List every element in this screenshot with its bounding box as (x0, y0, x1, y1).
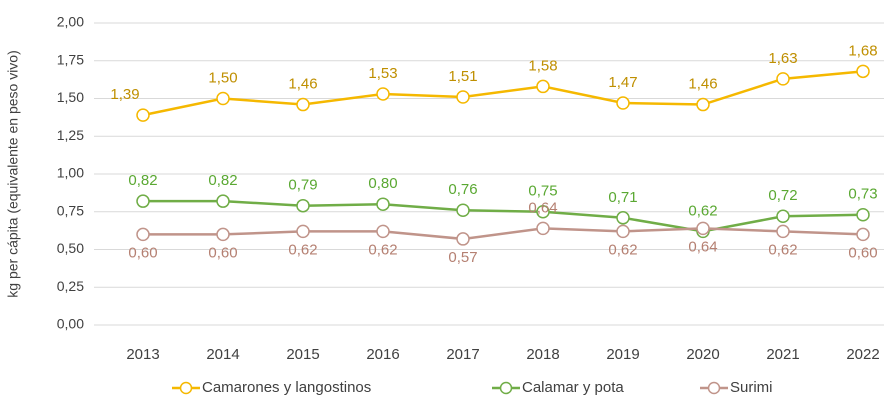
marker (856, 64, 870, 79)
x-tick-label: 2018 (526, 346, 559, 363)
data-label: 0,62 (288, 241, 317, 258)
series-line (142, 70, 864, 117)
y-tick-label: 0,50 (57, 240, 84, 256)
data-label: 0,79 (288, 177, 317, 194)
y-tick-label: 1,25 (57, 127, 84, 143)
data-label: 0,71 (608, 189, 637, 206)
data-label: 0,82 (128, 172, 157, 189)
marker (616, 224, 630, 239)
marker (136, 194, 150, 208)
series-line (143, 227, 864, 241)
marker (776, 72, 790, 86)
data-label: 0,60 (208, 244, 237, 261)
data-label: 0,80 (368, 175, 397, 192)
data-label: 0,60 (128, 244, 157, 261)
y-tick-label: 1,00 (57, 165, 84, 181)
marker (536, 221, 550, 236)
marker (296, 97, 310, 112)
y-tick-label: 1,50 (57, 89, 84, 105)
marker (216, 227, 230, 242)
data-label: 0,62 (688, 202, 717, 219)
legend-label: Calamar y pota (522, 379, 624, 396)
data-label: 0,64 (688, 238, 717, 255)
marker (216, 194, 230, 208)
marker (536, 79, 550, 94)
marker (776, 224, 790, 239)
x-tick-label: 2019 (606, 346, 639, 363)
x-tick-label: 2014 (206, 346, 239, 363)
marker (536, 205, 550, 219)
y-axis-label: kg per cápita (equivalente en peso vivo) (5, 50, 21, 297)
data-label: 0,62 (368, 241, 397, 258)
marker (696, 97, 710, 112)
data-label: 1,50 (208, 69, 237, 86)
data-label: 0,75 (528, 183, 557, 200)
data-label: 1,46 (688, 76, 717, 93)
marker (616, 211, 630, 225)
marker (296, 224, 310, 239)
data-label: 0,57 (448, 249, 477, 266)
series-line (143, 199, 864, 233)
x-tick-label: 2021 (766, 346, 799, 363)
data-label: 0,82 (208, 172, 237, 189)
x-tick-label: 2022 (846, 346, 879, 363)
data-label: 0,60 (848, 244, 877, 261)
legend-marker (707, 381, 721, 395)
legend-marker (499, 381, 513, 395)
marker (296, 198, 310, 213)
data-label: 1,39 (110, 86, 139, 103)
marker (616, 96, 630, 110)
marker (376, 197, 390, 211)
marker (456, 232, 470, 246)
marker (136, 108, 150, 122)
data-label: 1,58 (528, 57, 557, 74)
data-label: 1,63 (768, 50, 797, 67)
data-label: 1,53 (368, 65, 397, 82)
marker (456, 90, 470, 104)
marker (856, 208, 870, 222)
x-tick-label: 2015 (286, 346, 319, 363)
marker (696, 221, 710, 236)
data-label: 1,47 (608, 74, 637, 91)
y-tick-label: 0,00 (57, 316, 84, 332)
data-label: 1,51 (448, 68, 477, 85)
x-tick-label: 2016 (366, 346, 399, 363)
legend-label: Camarones y langostinos (202, 379, 371, 396)
marker (136, 227, 150, 242)
y-tick-label: 2,00 (57, 14, 84, 30)
data-label: 0,73 (848, 186, 877, 203)
x-tick-label: 2020 (686, 346, 719, 363)
y-tick-label: 1,75 (57, 51, 84, 67)
marker (776, 209, 790, 224)
data-label: 0,62 (608, 241, 637, 258)
data-label: 1,46 (288, 76, 317, 93)
y-tick-label: 0,75 (57, 202, 84, 218)
x-tick-label: 2017 (446, 346, 479, 363)
marker (856, 227, 870, 242)
data-label: 0,64 (528, 199, 557, 216)
x-tick-label: 2013 (126, 346, 159, 363)
legend-marker (179, 381, 193, 395)
data-label: 0,72 (768, 187, 797, 204)
marker (216, 91, 230, 106)
marker (376, 224, 390, 239)
legend-label: Surimi (730, 379, 773, 396)
data-label: 0,76 (448, 181, 477, 198)
data-label: 0,62 (768, 241, 797, 258)
marker (456, 203, 470, 217)
y-tick-label: 0,25 (57, 278, 84, 294)
marker (376, 87, 390, 101)
data-label: 1,68 (848, 42, 877, 59)
